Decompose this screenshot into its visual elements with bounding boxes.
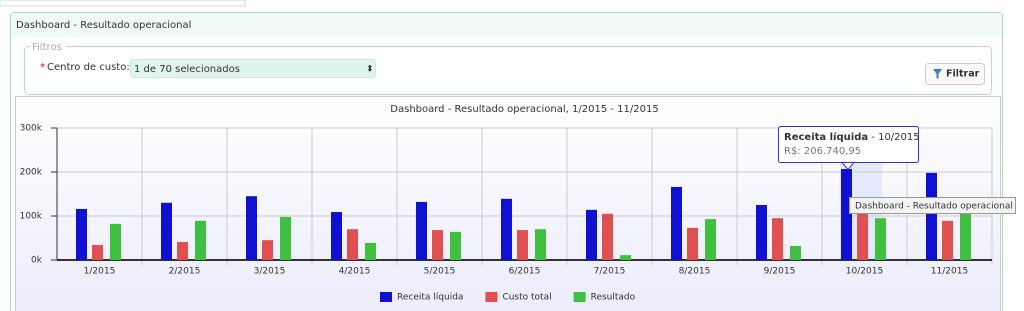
bar xyxy=(772,218,783,260)
bar xyxy=(875,218,886,260)
legend-label: Custo total xyxy=(502,293,551,303)
y-tick-label: 300k xyxy=(20,124,43,134)
bar xyxy=(76,208,87,260)
select-arrow: ⬍ xyxy=(366,65,374,75)
y-tick-label: 100k xyxy=(20,212,43,222)
x-tick-label: 7/2015 xyxy=(594,267,626,277)
y-tick-label: 0k xyxy=(31,256,43,266)
bar xyxy=(586,209,597,260)
bar xyxy=(347,229,358,260)
x-tick-label: 8/2015 xyxy=(679,267,711,277)
hover-title: Dashboard - Resultado operacional xyxy=(855,202,1013,212)
bar xyxy=(926,172,937,260)
bar xyxy=(857,212,868,260)
tooltip-title: Receita líquida - 10/2015 xyxy=(784,131,920,143)
tooltip-series: Receita líquida xyxy=(784,131,868,143)
bar xyxy=(331,212,342,260)
bar xyxy=(432,230,443,260)
legend-bg xyxy=(30,42,66,51)
bar xyxy=(92,245,103,260)
bar xyxy=(535,229,546,260)
x-tick-label: 4/2015 xyxy=(339,267,371,277)
bar xyxy=(790,245,801,260)
panel-title: Dashboard - Resultado operacional xyxy=(16,20,191,31)
filter-button-label[interactable]: Filtrar xyxy=(946,69,980,80)
top-bar xyxy=(0,0,246,7)
legend-label: Receita líquida xyxy=(397,293,463,303)
y-tick-label: 200k xyxy=(20,168,43,178)
bar xyxy=(195,220,206,260)
tooltip-value: R$: 206.740,95 xyxy=(784,146,861,157)
bar xyxy=(705,219,716,260)
bar xyxy=(365,242,376,260)
bar xyxy=(756,205,767,260)
bar xyxy=(687,227,698,260)
bar xyxy=(841,169,852,260)
x-tick-label: 2/2015 xyxy=(169,267,201,277)
tooltip-pointer xyxy=(840,162,856,171)
bar xyxy=(246,196,257,260)
bar xyxy=(602,213,613,260)
select-value[interactable]: 1 de 70 selecionados xyxy=(134,64,240,75)
x-tick-label: 6/2015 xyxy=(509,267,541,277)
bar xyxy=(671,186,682,260)
x-tick-label: 1/2015 xyxy=(84,267,116,277)
bar xyxy=(517,230,528,260)
field-label: Centro de custo: xyxy=(47,62,130,73)
bar xyxy=(110,223,121,260)
filter-fieldset xyxy=(24,46,992,95)
bar xyxy=(262,240,273,260)
x-tick-label: 11/2015 xyxy=(931,267,968,277)
hover-title-box xyxy=(849,197,1016,214)
x-tick-label: 5/2015 xyxy=(424,267,456,277)
fieldset-legend: Filtros xyxy=(32,42,62,53)
x-tick-label: 3/2015 xyxy=(254,267,286,277)
legend-swatch xyxy=(485,292,498,302)
bar xyxy=(177,241,188,260)
bar xyxy=(161,202,172,260)
legend-swatch xyxy=(573,292,586,302)
bar xyxy=(280,216,291,260)
filter-button[interactable] xyxy=(925,63,985,85)
bar xyxy=(501,198,512,260)
required-mark: * xyxy=(40,62,45,73)
x-tick-label: 9/2015 xyxy=(764,267,796,277)
x-tick-label: 10/2015 xyxy=(846,267,883,277)
tooltip-category: - 10/2015 xyxy=(868,132,920,143)
panel-header xyxy=(11,13,1002,37)
chart-title: Dashboard - Resultado operacional, 1/201… xyxy=(390,104,658,115)
filter-icon xyxy=(933,69,942,79)
bar xyxy=(416,201,427,260)
bar xyxy=(450,231,461,260)
bar xyxy=(942,220,953,260)
tooltip: Receita líquida - 10/2015 R$: 206.740,95 xyxy=(778,126,920,171)
bar xyxy=(620,255,631,260)
select[interactable] xyxy=(130,59,376,78)
bar xyxy=(960,209,971,260)
legend-swatch xyxy=(380,292,392,302)
legend-label: Resultado xyxy=(591,293,636,303)
